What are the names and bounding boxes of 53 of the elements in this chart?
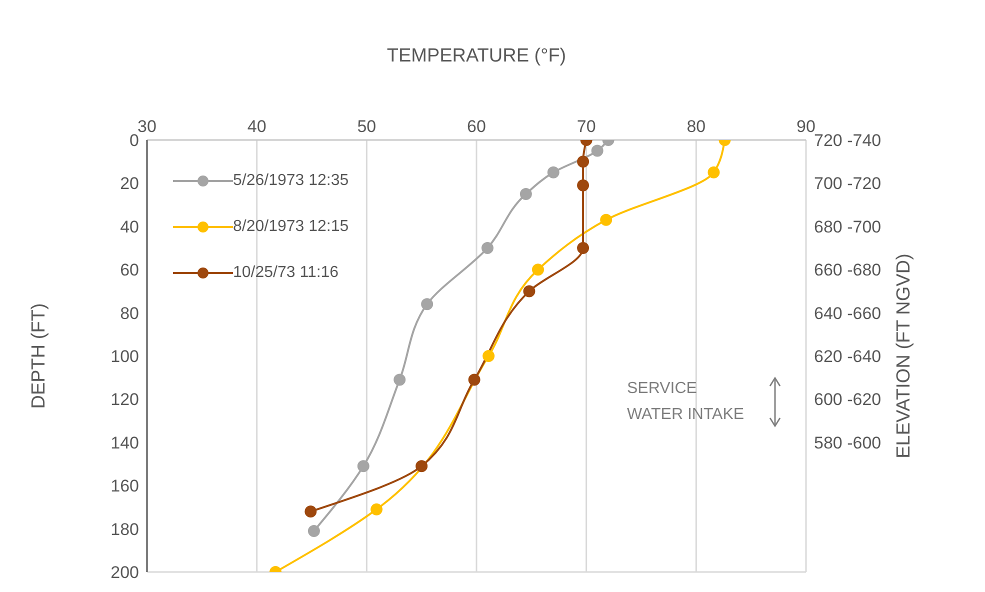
point: [577, 156, 590, 168]
x-tick-label: 80: [686, 117, 706, 136]
category-label: 660 -680: [814, 260, 882, 280]
point: [416, 460, 428, 472]
point: [523, 285, 536, 298]
point: [370, 503, 383, 516]
x-tick-label: 30: [138, 117, 156, 136]
category-label: 640 -660: [814, 304, 882, 323]
y-tick-label: 160: [110, 476, 139, 496]
y-tick-label: 140: [110, 433, 139, 452]
point: [708, 166, 720, 178]
x-tick-label: 70: [576, 117, 596, 136]
x-tick-label: 40: [247, 117, 266, 136]
category-label: 680 -700: [814, 217, 882, 236]
y-tick-label: 0: [130, 131, 139, 150]
point: [520, 188, 532, 200]
y-tick-label: 100: [110, 347, 139, 366]
legend-label: 5/26/1973 12:35: [233, 172, 349, 190]
y-axis-title: DEPTH (FT): [28, 303, 50, 409]
x-tick-label: 50: [357, 117, 376, 136]
point: [547, 166, 560, 178]
category-label: 720 -740: [814, 131, 882, 150]
point: [600, 214, 612, 226]
annotation: SERVICE WATER INTAKE: [627, 379, 746, 425]
point: [577, 242, 590, 254]
y-tick-label: 180: [110, 520, 139, 539]
point: [591, 144, 604, 157]
point: [421, 298, 434, 310]
y2-axis-title: ELEVATION (FT NGVD): [894, 254, 915, 458]
x-tick-label: 60: [467, 117, 486, 136]
point: [577, 179, 590, 192]
category-label: 700 -720: [814, 174, 882, 194]
x-axis-title: TEMPERATURE (°F): [386, 45, 566, 66]
point: [394, 374, 406, 386]
y-tick-label: 20: [120, 174, 139, 194]
category-label: 620 -640: [814, 347, 882, 366]
point: [468, 374, 480, 386]
category-label: 600 -620: [814, 390, 882, 410]
x-tick-label: 90: [796, 117, 816, 136]
point: [482, 350, 495, 362]
y-tick-label: 120: [110, 390, 139, 410]
y-tick-label: 40: [120, 217, 139, 236]
point: [532, 264, 544, 276]
legend-label: 8/20/1973 12:15: [233, 218, 349, 236]
point: [357, 460, 370, 472]
y-tick-label: 60: [120, 260, 139, 280]
point: [308, 524, 320, 537]
legend-label: 10/25/73 11:16: [233, 264, 339, 282]
point: [481, 242, 494, 254]
point: [304, 506, 317, 518]
y-tick-label: 80: [120, 304, 139, 323]
y-tick-label: 200: [110, 563, 139, 582]
category-label: 580 -600: [814, 433, 882, 452]
